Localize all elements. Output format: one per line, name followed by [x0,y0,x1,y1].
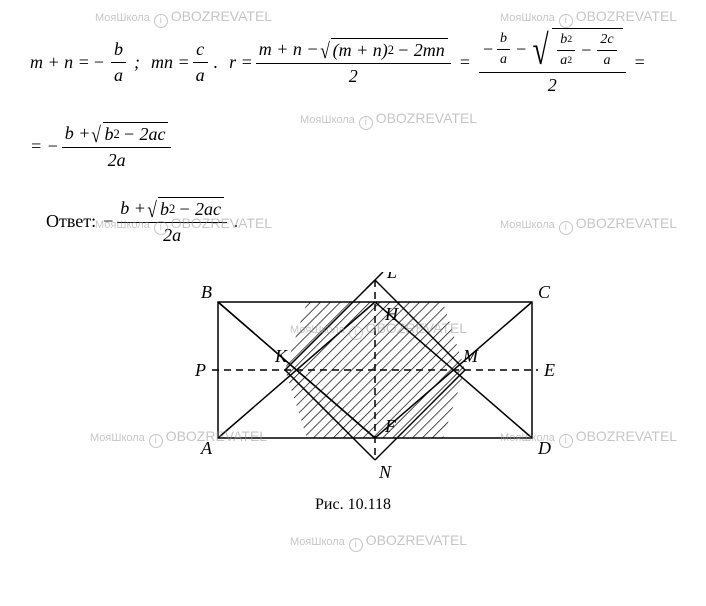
svg-text:P: P [194,360,206,380]
answer-line: Ответ: − b + √ b2 − 2ac 2a . [46,197,676,246]
equation-line-1: m + n = − b a ; mn = c a . r = m + n − √… [30,28,676,96]
svg-text:L: L [386,272,397,282]
sqrt: √ (m + n)2 − 2mn [319,38,448,61]
fraction: c a [193,39,208,86]
eq: = [459,52,471,73]
neg: − [102,211,114,232]
svg-text:D: D [537,438,551,458]
svg-text:N: N [378,462,392,482]
sqrt: √ b2 − 2ac [146,197,224,220]
sqrt: √ b2 a2 − 2c a [529,28,622,70]
figure: L B C H P K M E A F D N Рис. 10.118 [30,272,676,514]
dot: . [234,211,239,232]
eq-neg: = − [30,136,59,157]
sqrt: √ b2 − 2ac [90,122,168,145]
svg-text:A: A [200,438,213,458]
svg-text:F: F [384,416,397,436]
fraction: b + √ b2 − 2ac 2a [117,197,227,246]
svg-text:E: E [543,360,555,380]
semicolon: ; [134,52,140,73]
svg-text:B: B [201,282,212,302]
dot: . [214,52,219,73]
equation-line-2: = − b + √ b2 − 2ac 2a [30,122,676,171]
svg-text:K: K [274,346,288,366]
watermark: МояШкола iOBOZREVATEL [290,532,467,552]
text: m + n = [30,52,90,73]
neg: − [93,52,105,73]
fraction: m + n − √ (m + n)2 − 2mn 2 [256,38,451,87]
eq: = [634,52,646,73]
fraction: b + √ b2 − 2ac 2a [62,122,172,171]
watermark: МояШкола iOBOZREVATEL [95,8,272,28]
svg-text:H: H [384,304,399,324]
svg-text:M: M [462,346,479,366]
fraction: − b a − √ b2 a2 − 2c [479,28,626,96]
fraction: b a [111,39,126,86]
svg-text:C: C [538,282,551,302]
watermark: МояШкола iOBOZREVATEL [500,8,677,28]
answer-label: Ответ: [46,211,96,232]
text: mn = [151,52,190,73]
figure-svg: L B C H P K M E A F D N [73,272,633,492]
text: r = [229,52,253,73]
figure-caption: Рис. 10.118 [30,496,676,514]
